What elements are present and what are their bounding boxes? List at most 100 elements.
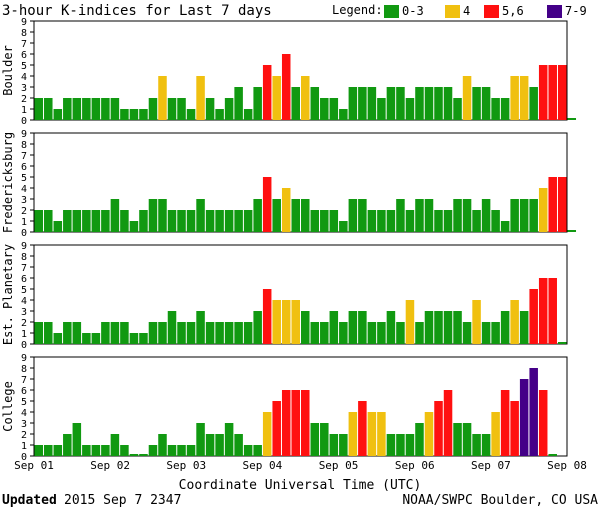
y-tick-label: 0 (21, 452, 27, 463)
bar (548, 177, 557, 232)
bar (82, 445, 91, 456)
bar (215, 434, 224, 456)
bar (196, 76, 205, 120)
bar (215, 210, 224, 232)
bar (262, 289, 272, 344)
bar (129, 221, 139, 232)
bar (72, 322, 82, 344)
y-tick-label: 3 (21, 419, 27, 430)
bar (424, 87, 434, 120)
bar (519, 199, 529, 232)
bar (234, 87, 243, 120)
bar (139, 210, 148, 232)
bar (348, 199, 358, 232)
bar (110, 199, 120, 232)
bar (491, 98, 500, 120)
x-tick-label: Sep 01 (14, 459, 54, 472)
bar (434, 210, 443, 232)
bar (272, 401, 281, 456)
bar (177, 210, 186, 232)
legend-label: Legend: (332, 3, 383, 17)
bar (63, 210, 72, 232)
bar (224, 210, 234, 232)
bar (538, 188, 548, 232)
panel-ylabel: Fredericksburg (1, 132, 15, 233)
x-tick-label: Sep 03 (166, 459, 206, 472)
bar (243, 210, 253, 232)
bar (491, 412, 500, 456)
bar (339, 434, 348, 456)
bar (434, 311, 443, 344)
bar (53, 221, 63, 232)
bar (367, 87, 377, 120)
bar (34, 322, 44, 344)
bar (44, 98, 53, 120)
bar (434, 87, 443, 120)
bar (91, 333, 101, 344)
bar (148, 98, 158, 120)
bar (529, 289, 538, 344)
bar (548, 278, 557, 344)
bar (519, 76, 529, 120)
bar (348, 87, 358, 120)
bar (377, 322, 386, 344)
bar (139, 333, 148, 344)
bar (462, 423, 472, 456)
bar (462, 76, 472, 120)
bar (529, 87, 538, 120)
y-tick-label: 3 (21, 195, 27, 206)
bar (72, 98, 82, 120)
bar (177, 322, 186, 344)
x-tick-label: Sep 06 (395, 459, 435, 472)
bar (329, 311, 339, 344)
bar (510, 76, 519, 120)
bar (120, 210, 129, 232)
bar (500, 98, 510, 120)
bar (548, 65, 557, 120)
bar (129, 109, 139, 120)
bar (424, 199, 434, 232)
bar (205, 322, 215, 344)
bar (491, 322, 500, 344)
y-tick-label: 9 (21, 241, 27, 252)
bar (34, 98, 44, 120)
bar (320, 423, 329, 456)
bar (186, 109, 196, 120)
bar (110, 434, 120, 456)
bar (415, 322, 424, 344)
bar (367, 210, 377, 232)
bar (538, 278, 548, 344)
bar (405, 434, 415, 456)
bar (272, 300, 281, 344)
bar (158, 322, 167, 344)
bar (196, 423, 205, 456)
legend-swatch-4 (445, 5, 460, 18)
bar (243, 109, 253, 120)
bar (196, 311, 205, 344)
bar (148, 322, 158, 344)
bar (291, 390, 300, 456)
y-tick-label: 2 (21, 430, 27, 441)
bar (529, 199, 538, 232)
bar (281, 54, 291, 120)
bar (215, 109, 224, 120)
bar (120, 445, 129, 456)
bar (424, 412, 434, 456)
y-tick-label: 7 (21, 263, 27, 274)
bar (301, 390, 310, 456)
bar (405, 98, 415, 120)
y-tick-label: 6 (21, 274, 27, 285)
bar (262, 177, 272, 232)
bar (120, 322, 129, 344)
bar (243, 322, 253, 344)
legend-item-0-3: 0-3 (384, 4, 424, 18)
bar (53, 109, 63, 120)
bar (510, 300, 519, 344)
legend-text-5-6: 5,6 (502, 4, 524, 18)
bar (386, 311, 396, 344)
bar (348, 412, 358, 456)
bar (167, 98, 177, 120)
bar (329, 210, 339, 232)
bar (234, 210, 243, 232)
